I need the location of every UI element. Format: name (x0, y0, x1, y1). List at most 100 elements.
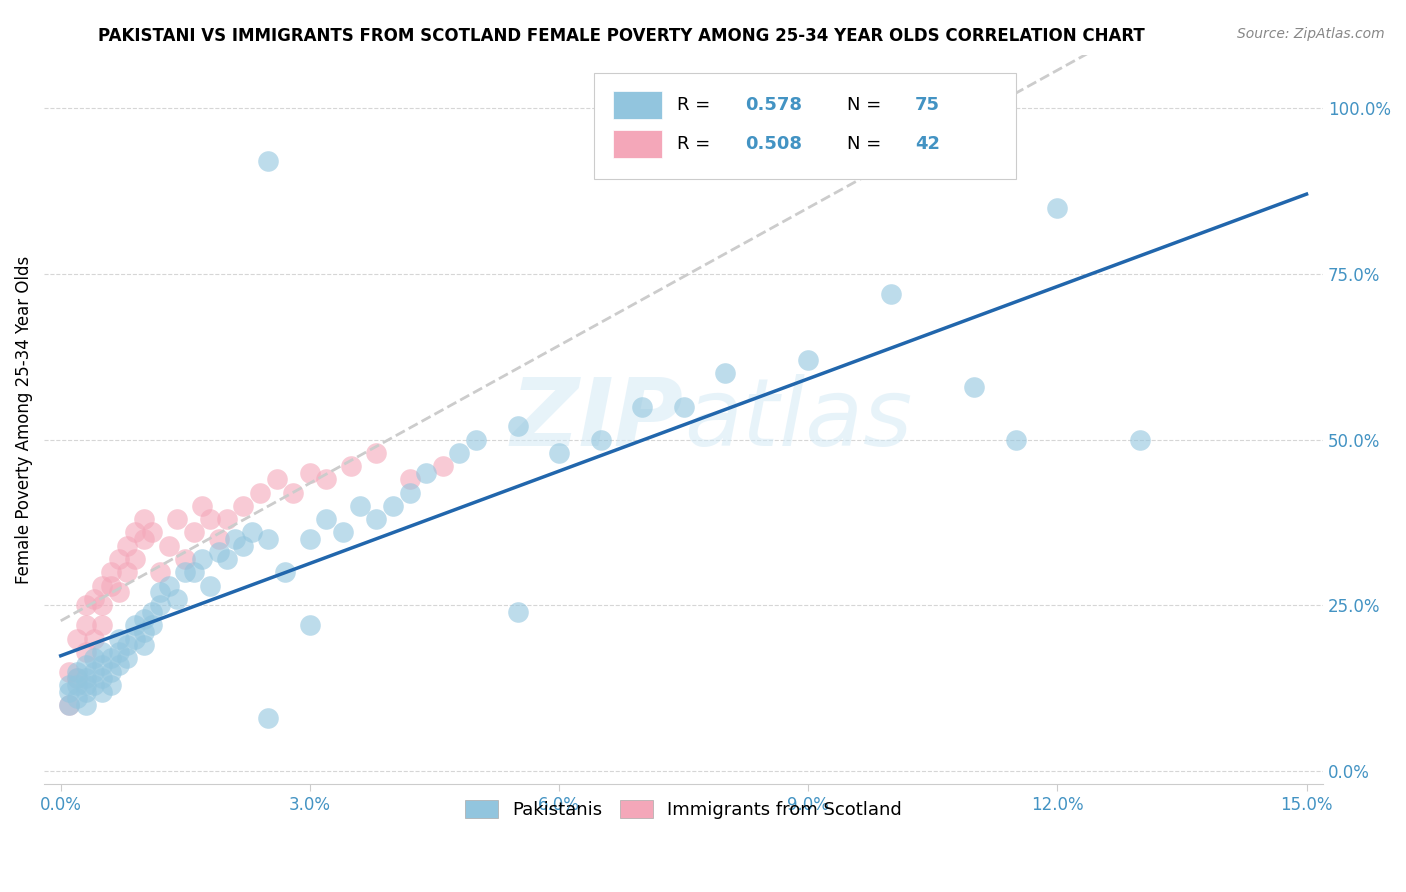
Text: N =: N = (848, 135, 887, 153)
Point (298, 618, 321, 632)
Point (108, 552, 131, 566)
Point (366, 512, 388, 526)
Text: 75: 75 (915, 95, 941, 114)
Point (83, 632, 105, 646)
Point (58, 678, 80, 692)
Point (398, 485, 420, 500)
Point (75, 599, 97, 613)
Point (166, 512, 188, 526)
Point (257, 154, 280, 169)
Point (75, 684, 97, 698)
Text: 0.508: 0.508 (745, 135, 801, 153)
Point (100, 665, 122, 679)
Point (672, 400, 695, 414)
Point (191, 499, 214, 513)
Text: R =: R = (678, 95, 716, 114)
Point (132, 638, 155, 652)
Point (166, 591, 188, 606)
Text: atlas: atlas (683, 375, 912, 466)
Point (100, 566, 122, 580)
Point (215, 512, 238, 526)
Text: 42: 42 (915, 135, 941, 153)
Point (58, 665, 80, 679)
Point (200, 578, 222, 592)
Point (465, 433, 488, 447)
Point (83, 678, 105, 692)
Point (91, 658, 114, 673)
Point (274, 566, 297, 580)
Point (132, 512, 155, 526)
Point (174, 566, 197, 580)
Point (108, 645, 131, 659)
Point (124, 552, 146, 566)
Point (75, 645, 97, 659)
Bar (613, 91, 662, 119)
Point (157, 578, 180, 592)
Point (315, 512, 337, 526)
Point (315, 473, 337, 487)
Point (257, 532, 280, 546)
Point (66, 671, 89, 685)
Text: 0.578: 0.578 (745, 95, 801, 114)
Point (224, 532, 246, 546)
Point (366, 446, 388, 460)
Point (91, 645, 114, 659)
Point (548, 446, 571, 460)
Point (115, 638, 138, 652)
Point (66, 665, 89, 679)
Point (631, 400, 654, 414)
Point (66, 678, 89, 692)
Point (174, 552, 197, 566)
Point (183, 566, 205, 580)
Point (332, 525, 354, 540)
Point (183, 525, 205, 540)
Point (66, 671, 89, 685)
Point (349, 499, 371, 513)
Point (91, 684, 114, 698)
Point (714, 367, 737, 381)
Point (298, 532, 321, 546)
Point (91, 618, 114, 632)
Point (141, 525, 163, 540)
Point (1129, 433, 1152, 447)
Point (58, 684, 80, 698)
Point (257, 711, 280, 725)
Point (506, 419, 529, 434)
Point (880, 286, 903, 301)
Point (432, 459, 454, 474)
FancyBboxPatch shape (595, 73, 1017, 179)
Point (75, 698, 97, 712)
Text: PAKISTANI VS IMMIGRANTS FROM SCOTLAND FEMALE POVERTY AMONG 25-34 YEAR OLDS CORRE: PAKISTANI VS IMMIGRANTS FROM SCOTLAND FE… (98, 27, 1144, 45)
Point (132, 624, 155, 639)
Text: N =: N = (848, 95, 887, 114)
Point (83, 665, 105, 679)
Point (232, 499, 254, 513)
Point (108, 632, 131, 646)
Point (124, 525, 146, 540)
Point (115, 566, 138, 580)
Point (66, 691, 89, 706)
Point (91, 578, 114, 592)
Text: Source: ZipAtlas.com: Source: ZipAtlas.com (1237, 27, 1385, 41)
Point (589, 433, 612, 447)
Point (506, 605, 529, 619)
Point (83, 651, 105, 665)
Point (91, 599, 114, 613)
Legend: Pakistanis, Immigrants from Scotland: Pakistanis, Immigrants from Scotland (458, 793, 910, 827)
Point (283, 485, 305, 500)
Point (100, 651, 122, 665)
Point (298, 466, 321, 480)
Point (100, 678, 122, 692)
Point (141, 618, 163, 632)
Point (75, 658, 97, 673)
Point (249, 485, 271, 500)
Point (797, 353, 820, 368)
Point (207, 532, 229, 546)
Point (132, 612, 155, 626)
Point (200, 512, 222, 526)
Point (215, 552, 238, 566)
Point (141, 605, 163, 619)
Point (191, 552, 214, 566)
Point (266, 473, 288, 487)
Point (115, 539, 138, 553)
